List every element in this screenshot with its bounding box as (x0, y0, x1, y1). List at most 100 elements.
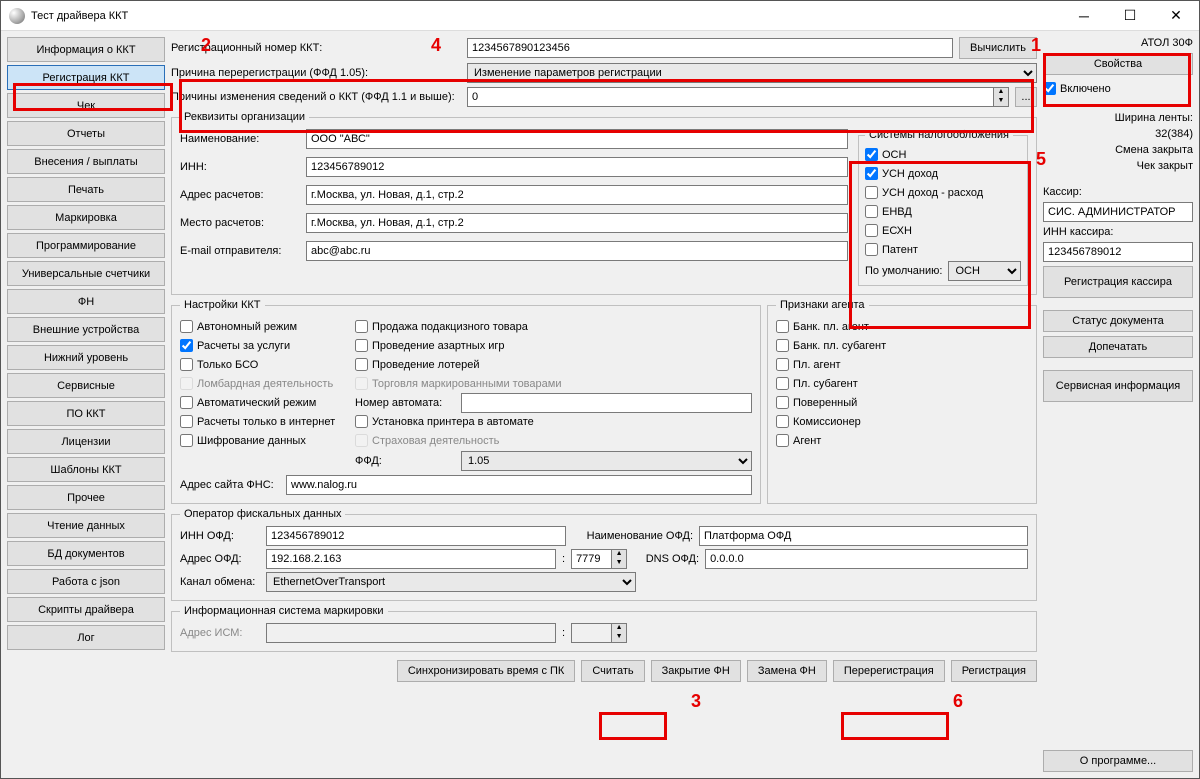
ofd-dns-label: DNS ОФД: (639, 553, 699, 565)
nav-item-18[interactable]: БД документов (7, 541, 165, 566)
agent-cb-1[interactable] (776, 339, 789, 352)
ism-legend: Информационная система маркировки (180, 605, 388, 617)
tax-cb-2[interactable] (865, 186, 878, 199)
kkt1-cb-2[interactable] (180, 358, 193, 371)
maximize-button[interactable]: ☐ (1107, 1, 1153, 31)
tax-cb-1[interactable] (865, 167, 878, 180)
tax-cb-4[interactable] (865, 224, 878, 237)
kkt1-cb-4[interactable] (180, 396, 193, 409)
nav-item-17[interactable]: Чтение данных (7, 513, 165, 538)
nav-item-14[interactable]: Лицензии (7, 429, 165, 454)
agent-cb-label-6: Агент (793, 435, 821, 447)
nav-item-4[interactable]: Внесения / выплаты (7, 149, 165, 174)
org-email-input[interactable] (306, 241, 848, 261)
kkt2-cb-3 (355, 377, 368, 390)
reg-number-input[interactable] (467, 38, 953, 58)
agent-cb-0[interactable] (776, 320, 789, 333)
window-title: Тест драйвера ККТ (31, 10, 128, 22)
close-button[interactable]: ✕ (1153, 1, 1199, 31)
reason2-input[interactable] (467, 87, 993, 107)
org-group: Реквизиты организации Наименование: ИНН:… (171, 111, 1037, 295)
minimize-button[interactable]: ─ (1061, 1, 1107, 31)
kkt1-cb-0[interactable] (180, 320, 193, 333)
kkt2-cb-0[interactable] (355, 320, 368, 333)
machine-input[interactable] (461, 393, 752, 413)
org-name-input[interactable] (306, 129, 848, 149)
check-status: Чек закрыт (1043, 160, 1193, 172)
tax-group: Системы налогообложения ОСНУСН доходУСН … (858, 129, 1028, 286)
insurance-checkbox (355, 434, 368, 447)
kkt2-cb-1[interactable] (355, 339, 368, 352)
agent-cb-3[interactable] (776, 377, 789, 390)
nav-item-6[interactable]: Маркировка (7, 205, 165, 230)
tax-cb-0[interactable] (865, 148, 878, 161)
ofd-addr-input[interactable] (266, 549, 556, 569)
org-place-input[interactable] (306, 213, 848, 233)
agent-cb-4[interactable] (776, 396, 789, 409)
ofd-port-input[interactable] (571, 549, 611, 569)
nav-item-0[interactable]: Информация о ККТ (7, 37, 165, 62)
change-fn-button[interactable]: Замена ФН (747, 660, 827, 682)
agent-cb-6[interactable] (776, 434, 789, 447)
rereg-button[interactable]: Перерегистрация (833, 660, 945, 682)
printer-checkbox[interactable] (355, 415, 368, 428)
tax-cb-5[interactable] (865, 243, 878, 256)
agent-legend: Признаки агента (776, 299, 869, 311)
ofd-dns-input[interactable] (705, 549, 1028, 569)
props-button[interactable]: Свойства (1043, 53, 1193, 75)
nav-item-12[interactable]: Сервисные (7, 373, 165, 398)
nav-item-8[interactable]: Универсальные счетчики (7, 261, 165, 286)
read-button[interactable]: Считать (581, 660, 644, 682)
kkt2-cb-2[interactable] (355, 358, 368, 371)
reg-button[interactable]: Регистрация (951, 660, 1037, 682)
nav-item-11[interactable]: Нижний уровень (7, 345, 165, 370)
cashier-inn-input[interactable] (1043, 242, 1193, 262)
nav-item-15[interactable]: Шаблоны ККТ (7, 457, 165, 482)
fns-input[interactable] (286, 475, 752, 495)
ofd-port-spinner[interactable]: ▲▼ (611, 549, 627, 569)
kkt1-cb-6[interactable] (180, 434, 193, 447)
nav-item-19[interactable]: Работа с json (7, 569, 165, 594)
close-fn-button[interactable]: Закрытие ФН (651, 660, 741, 682)
nav-item-9[interactable]: ФН (7, 289, 165, 314)
agent-cb-5[interactable] (776, 415, 789, 428)
ofd-chan-select[interactable]: EthernetOverTransport (266, 572, 636, 592)
nav-item-10[interactable]: Внешние устройства (7, 317, 165, 342)
nav-item-13[interactable]: ПО ККТ (7, 401, 165, 426)
ffd-select[interactable]: 1.05 (461, 451, 752, 471)
nav-item-20[interactable]: Скрипты драйвера (7, 597, 165, 622)
org-inn-input[interactable] (306, 157, 848, 177)
service-info-button[interactable]: Сервисная информация (1043, 370, 1193, 402)
cashier-input[interactable] (1043, 202, 1193, 222)
calc-button[interactable]: Вычислить (959, 37, 1037, 59)
tax-cb-3[interactable] (865, 205, 878, 218)
nav-item-3[interactable]: Отчеты (7, 121, 165, 146)
reprint-button[interactable]: Допечатать (1043, 336, 1193, 358)
reason2-more-button[interactable]: ... (1015, 87, 1037, 107)
agent-cb-2[interactable] (776, 358, 789, 371)
kkt1-cb-1[interactable] (180, 339, 193, 352)
reason2-spinner[interactable]: ▲▼ (993, 87, 1009, 107)
printer-label: Установка принтера в автомате (372, 416, 534, 428)
about-button[interactable]: О программе... (1043, 750, 1193, 772)
tax-default-select[interactable]: ОСН (948, 261, 1021, 281)
reason-select[interactable]: Изменение параметров регистрации (467, 63, 1037, 83)
nav-item-1[interactable]: Регистрация ККТ (7, 65, 165, 90)
ffd-label: ФФД: (355, 455, 455, 467)
sync-time-button[interactable]: Синхронизировать время с ПК (397, 660, 576, 682)
org-addr-input[interactable] (306, 185, 848, 205)
nav-item-16[interactable]: Прочее (7, 485, 165, 510)
ofd-name-input[interactable] (699, 526, 1028, 546)
ofd-inn-input[interactable] (266, 526, 566, 546)
nav-item-2[interactable]: Чек (7, 93, 165, 118)
nav-item-5[interactable]: Печать (7, 177, 165, 202)
doc-status-button[interactable]: Статус документа (1043, 310, 1193, 332)
shift-status: Смена закрыта (1043, 144, 1193, 156)
kkt1-cb-5[interactable] (180, 415, 193, 428)
left-nav: Информация о ККТ Регистрация ККТ Чек Отчеты… (7, 37, 165, 772)
nav-item-7[interactable]: Программирование (7, 233, 165, 258)
enabled-checkbox[interactable] (1043, 82, 1056, 95)
nav-item-21[interactable]: Лог (7, 625, 165, 650)
kkt1-cb-label-1: Расчеты за услуги (197, 340, 290, 352)
reg-cashier-button[interactable]: Регистрация кассира (1043, 266, 1193, 298)
